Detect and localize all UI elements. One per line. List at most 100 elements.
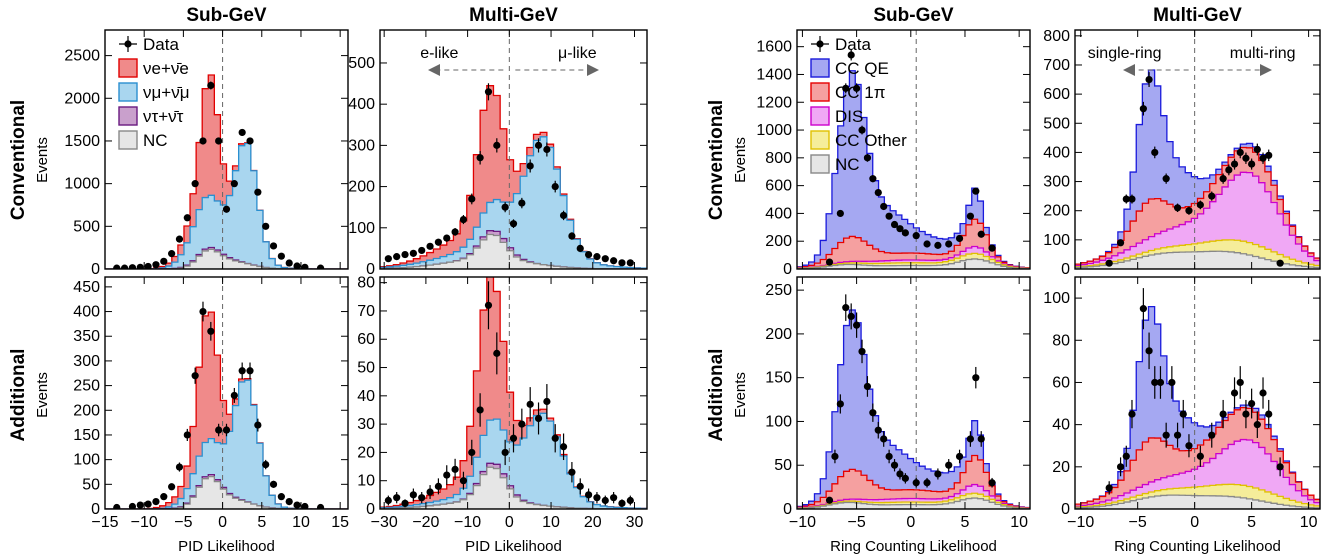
data-point — [393, 494, 401, 502]
plot-area — [380, 277, 647, 509]
data-point — [584, 491, 593, 499]
data-point — [168, 483, 176, 491]
plot-area — [797, 277, 1030, 509]
data-point — [863, 154, 872, 162]
data-point — [409, 249, 417, 257]
data-point — [1139, 105, 1147, 113]
data-point — [293, 501, 301, 509]
data-point — [418, 494, 426, 502]
data-point — [825, 258, 834, 266]
plot-area — [1075, 277, 1320, 509]
plot-frame — [1074, 29, 1321, 270]
data-point — [543, 145, 551, 154]
y-tick-label: 400 — [348, 96, 375, 113]
data-point — [618, 259, 626, 267]
data-point — [901, 474, 909, 482]
y-tick-label: 500 — [73, 218, 100, 235]
data-point — [1276, 259, 1284, 267]
y-tick-label: 300 — [348, 137, 375, 154]
x-tick-label: 10 — [1010, 514, 1028, 531]
y-tick-label: 1200 — [756, 94, 792, 111]
x-tick-label: 10 — [542, 514, 560, 531]
data-point — [1219, 410, 1227, 418]
y-tick-label: 20 — [1052, 459, 1070, 476]
data-point — [136, 501, 144, 509]
plot-frame — [379, 29, 648, 270]
panel-title: Sub-GeV — [873, 5, 954, 26]
row-ylabel: Events — [34, 372, 51, 418]
data-point — [277, 252, 285, 260]
data-point — [1265, 151, 1273, 159]
data-point — [426, 488, 434, 496]
data-point — [191, 180, 199, 188]
data-point — [120, 264, 129, 269]
data-point — [468, 195, 476, 203]
data-point — [1128, 410, 1136, 418]
data-point — [972, 374, 980, 382]
data-point — [988, 244, 996, 252]
data-point — [593, 494, 601, 502]
data-point — [493, 349, 501, 357]
data-point — [610, 494, 618, 502]
y-tick-label: 100 — [765, 413, 792, 430]
data-point — [1105, 259, 1113, 267]
data-point — [966, 435, 974, 443]
x-axis-label: PID Likelihood — [465, 538, 562, 554]
y-tick-label: 20 — [357, 444, 375, 461]
plot-area — [105, 30, 348, 269]
legend-label: NC — [143, 131, 168, 150]
y-tick-label: 400 — [765, 205, 792, 222]
data-point — [576, 482, 584, 490]
data-point — [484, 301, 493, 309]
data-point — [493, 141, 501, 149]
data-point — [955, 452, 964, 461]
data-point — [896, 470, 904, 478]
data-point — [1265, 410, 1273, 418]
y-tick-label: 100 — [73, 452, 100, 469]
data-point — [199, 137, 207, 145]
y-tick-label: 40 — [1052, 417, 1070, 434]
data-point — [384, 255, 392, 263]
hist-nc — [797, 497, 1030, 509]
y-tick-label: 80 — [1052, 332, 1070, 349]
y-tick-label: 50 — [82, 476, 100, 493]
data-point — [1122, 452, 1130, 460]
data-point — [618, 499, 626, 507]
data-point — [222, 205, 231, 213]
data-point — [874, 426, 882, 434]
data-point — [1230, 389, 1239, 397]
y-tick-label: 0 — [91, 261, 100, 278]
data-point — [885, 452, 893, 461]
data-point — [246, 367, 254, 375]
hist-nc — [1075, 494, 1320, 509]
data-point — [543, 397, 551, 406]
data-point — [476, 154, 484, 162]
data-point — [128, 502, 137, 509]
data-point — [1185, 442, 1193, 450]
data-point — [1139, 305, 1147, 313]
data-point — [518, 199, 526, 207]
data-point — [384, 496, 392, 505]
y-tick-label: 100 — [1043, 290, 1070, 307]
data-point — [401, 250, 409, 259]
data-point — [215, 426, 223, 434]
row-title: Conventional — [706, 100, 727, 220]
plot-area — [797, 30, 1030, 269]
y-tick-label: 40 — [357, 388, 375, 405]
row-title: Additional — [706, 349, 727, 442]
legend-swatch — [810, 82, 830, 102]
data-point — [890, 220, 899, 229]
x-axis-label: PID Likelihood — [178, 538, 275, 554]
data-point — [842, 84, 850, 92]
legend-swatch — [118, 106, 138, 126]
hist-ccqe — [797, 309, 1030, 509]
data-point — [945, 461, 953, 469]
y-tick-label: 0 — [783, 501, 792, 518]
y-tick-label: 250 — [73, 378, 100, 395]
data-point — [576, 244, 584, 252]
arrow-left-head — [1123, 64, 1135, 76]
data-point — [1145, 75, 1153, 84]
y-tick-label: 80 — [357, 275, 375, 292]
